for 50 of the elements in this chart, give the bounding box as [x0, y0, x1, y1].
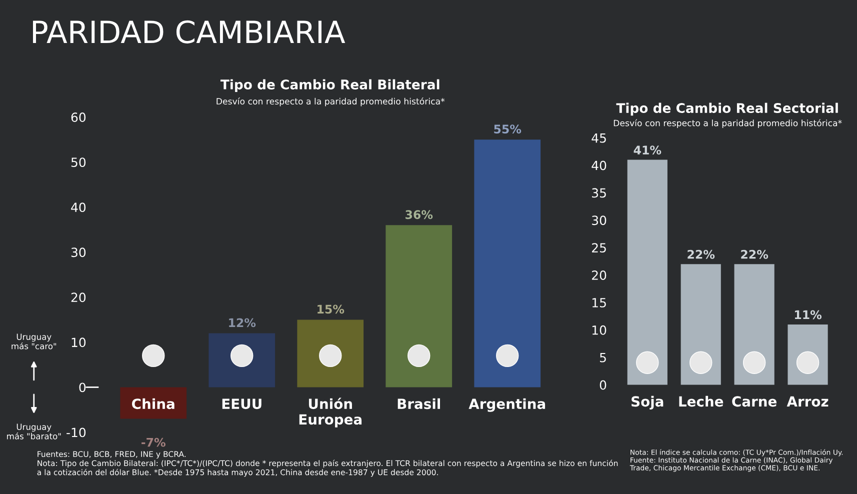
- chart-title: Tipo de Cambio Real Sectorial: [616, 102, 838, 116]
- data-label: 55%: [494, 124, 522, 134]
- y-tick-label: 5: [600, 353, 606, 362]
- data-label: 22%: [688, 250, 715, 259]
- data-label: 11%: [794, 310, 822, 320]
- y-tick-label: 20: [592, 270, 606, 280]
- x-tick-label: Brasil: [398, 398, 440, 410]
- bar: [474, 140, 541, 388]
- x-tick-label: Arroz: [786, 396, 828, 407]
- text: PARIDAD CAMBIARIA: [32, 20, 346, 44]
- data-label: 36%: [406, 210, 433, 220]
- x-tick-label: Unión Europea: [299, 398, 362, 428]
- y-tick-label: 15: [592, 298, 606, 308]
- x-tick-label: Argentina: [468, 398, 546, 412]
- x-tick-label: Leche: [679, 396, 724, 407]
- y-tick-label: 0: [600, 380, 606, 390]
- y-tick-label: 40: [71, 202, 86, 212]
- y-tick-label: 35: [592, 188, 606, 198]
- y-tick-label: 25: [592, 243, 606, 253]
- data-label: 12%: [229, 318, 256, 328]
- y-tick-label: 0: [79, 382, 86, 392]
- chart-title: Tipo de Cambio Real Bilateral: [220, 79, 440, 92]
- x-tick-label: Carne: [732, 396, 777, 407]
- y-tick-label: 60: [71, 112, 86, 122]
- y-tick-label: 10: [592, 325, 606, 335]
- y-tick-label: 10: [72, 338, 86, 348]
- bar: [627, 160, 668, 385]
- bar: [120, 387, 187, 419]
- data-label: 15%: [318, 304, 344, 314]
- x-tick-label: EEUU: [222, 398, 262, 410]
- x-tick-label: China: [132, 398, 174, 410]
- y-tick-label: 50: [71, 158, 86, 168]
- chart-subtitle: Desvío con respecto a la paridad promedio histórica*: [614, 119, 842, 128]
- data-label: 41%: [634, 146, 662, 155]
- bar: [386, 225, 452, 388]
- text: Uruguay más "caro": [12, 334, 56, 350]
- x-tick-label: Soja: [632, 396, 664, 410]
- bar: [297, 320, 364, 388]
- y-tick-label: 45: [592, 133, 606, 143]
- bar: [734, 264, 774, 385]
- text: Uruguay más "barato": [7, 424, 61, 440]
- y-tick-label: 40: [592, 160, 606, 170]
- chart-subtitle: Desvío con respecto a la paridad promedio histórica*: [216, 98, 445, 106]
- data-label: -7%: [142, 438, 166, 447]
- y-tick-label: -10: [66, 428, 86, 438]
- y-tick-label: 20: [71, 292, 86, 302]
- data-label: 22%: [741, 250, 768, 259]
- y-tick-label: 30: [71, 248, 86, 258]
- bar: [680, 264, 721, 385]
- y-tick-label: 30: [592, 216, 606, 226]
